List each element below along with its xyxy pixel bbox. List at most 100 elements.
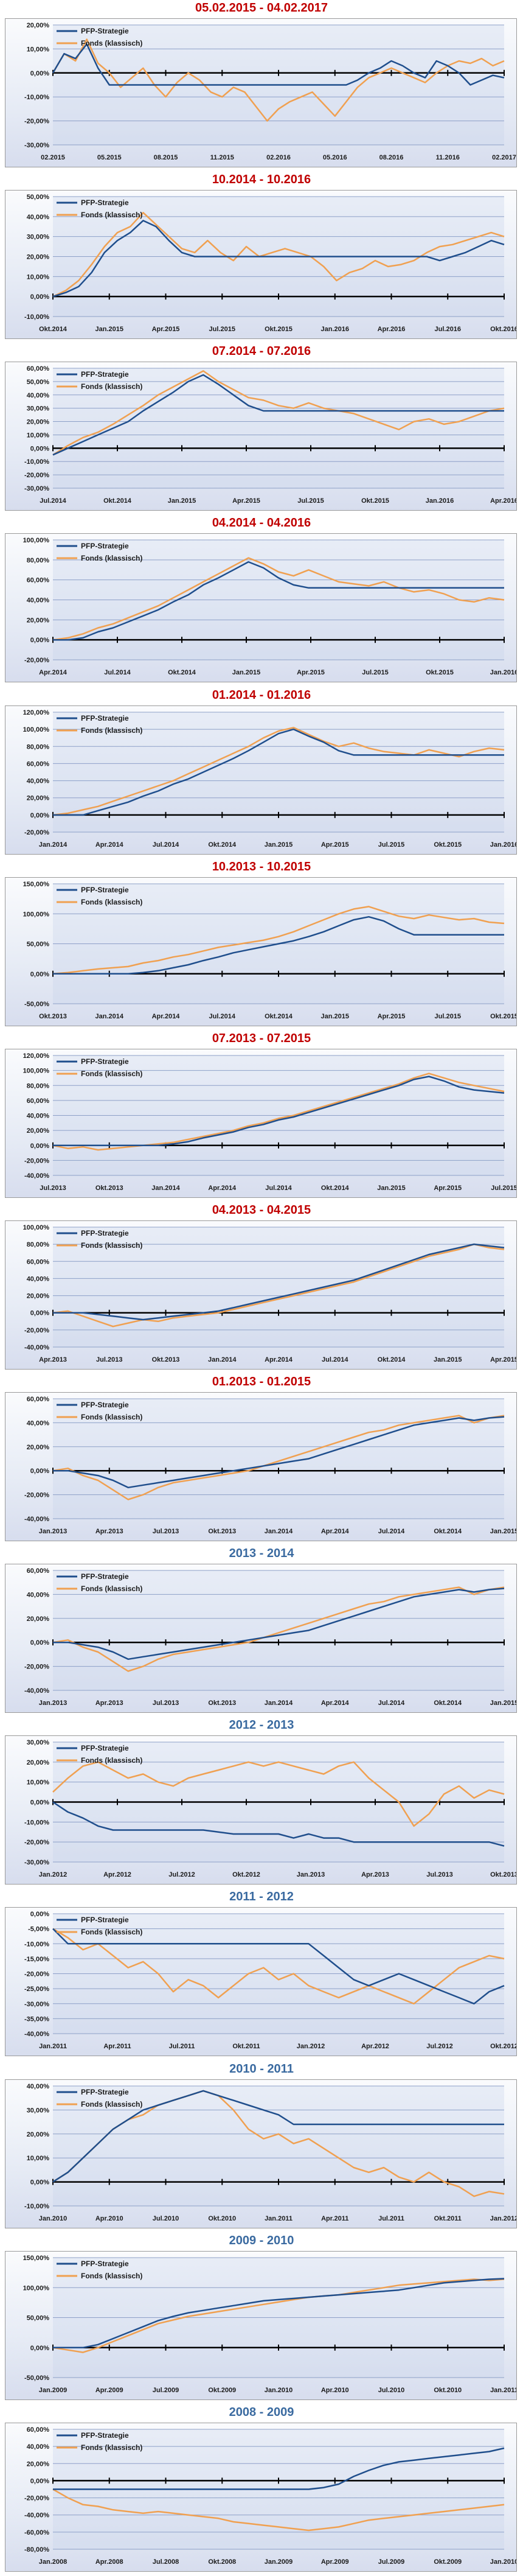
series-line-fonds bbox=[52, 726, 505, 816]
legend: PFP-Strategie Fonds (klassisch) bbox=[57, 1057, 142, 1078]
x-tick-label: Okt.2015 bbox=[434, 841, 462, 849]
chart-title: 2013 - 2014 bbox=[229, 1547, 294, 1561]
y-tick-label: -10,00% bbox=[24, 1941, 49, 1948]
x-tick-label: Jul.2015 bbox=[491, 1185, 516, 1192]
x-tick-label: Jan.2012 bbox=[297, 2043, 325, 2050]
x-tick-label: Jan.2012 bbox=[39, 1871, 67, 1878]
y-tick-label: -40,00% bbox=[24, 2512, 49, 2519]
series-line-pfp bbox=[53, 1587, 505, 1661]
y-tick-label: 100,00% bbox=[23, 1067, 50, 1074]
legend: PFP-Strategie Fonds (klassisch) bbox=[57, 1572, 142, 1593]
legend-label: PFP-Strategie bbox=[81, 2431, 129, 2440]
y-tick-label: 0,00% bbox=[30, 2179, 49, 2186]
x-tick-label: Jul.2014 bbox=[378, 1699, 405, 1707]
x-tick-label: Okt.2014 bbox=[39, 326, 68, 333]
x-tick-label: Okt.2015 bbox=[426, 669, 454, 676]
x-tick-label: Jan.2016 bbox=[490, 841, 516, 849]
series-line-fonds bbox=[52, 1761, 505, 1827]
chart-panel: 01.2013 - 01.2015 60,00% 40,00% 20,00% 0,00%… bbox=[0, 1374, 523, 1545]
x-tick-label: Jan.2014 bbox=[265, 1699, 293, 1707]
y-tick-label: 20,00% bbox=[27, 1444, 50, 1451]
y-tick-label: -30,00% bbox=[24, 485, 49, 492]
y-tick-label: 0,00% bbox=[30, 1911, 49, 1918]
chart-panel: 07.2013 - 07.2015 120,00% 100,00% 80,00% 60,… bbox=[0, 1031, 523, 1202]
x-tick-label: Apr.2010 bbox=[321, 2387, 349, 2394]
y-tick-label: 40,00% bbox=[27, 1592, 50, 1599]
x-tick-label: Jul.2014 bbox=[153, 841, 179, 849]
y-tick-label: 100,00% bbox=[23, 1224, 50, 1231]
series-line-pfp bbox=[52, 374, 504, 456]
y-tick-label: 40,00% bbox=[27, 1419, 50, 1427]
x-tick-label: 08.2016 bbox=[379, 154, 404, 161]
y-tick-label: 10,00% bbox=[27, 46, 50, 53]
y-tick-label: -10,00% bbox=[24, 94, 49, 101]
y-tick-label: 0,00% bbox=[30, 2477, 49, 2485]
y-tick-label: 60,00% bbox=[27, 1258, 50, 1265]
legend-label: Fonds (klassisch) bbox=[81, 2272, 142, 2280]
x-tick-label: Jan.2010 bbox=[490, 2558, 516, 2566]
y-tick-label: -20,00% bbox=[24, 472, 49, 479]
chart-frame: 120,00% 100,00% 80,00% 60,00% 40,00% 20,00% 0,… bbox=[5, 1048, 517, 1198]
chart-panel: 2008 - 2009 60,00% 40,00% 20,00% 0,00% -20,00… bbox=[0, 2404, 523, 2576]
chart-title: 2011 - 2012 bbox=[229, 1890, 294, 1904]
legend-label: PFP-Strategie bbox=[81, 198, 129, 207]
y-tick-label: 10,00% bbox=[27, 432, 50, 439]
x-tick-label: Jul.2014 bbox=[265, 1185, 292, 1192]
x-tick-label: Jul.2016 bbox=[435, 326, 461, 333]
chart-title: 10.2013 - 10.2015 bbox=[212, 859, 311, 873]
x-tick-label: Jul.2013 bbox=[426, 1871, 452, 1878]
x-tick-label: Jul.2013 bbox=[153, 1528, 179, 1535]
legend-label: Fonds (klassisch) bbox=[81, 1928, 142, 1936]
x-tick-label: Jan.2010 bbox=[265, 2387, 293, 2394]
chart-frame: 0,00% -5,00% -10,00% -15,00% -20,00% -25,00% -… bbox=[5, 1907, 517, 2057]
line-chart: 0,00% -5,00% -10,00% -15,00% -20,00% -25,00% -… bbox=[24, 1911, 516, 2050]
x-tick-label: Jan.2016 bbox=[490, 669, 516, 676]
x-tick-label: Jan.2015 bbox=[321, 1013, 349, 1020]
y-tick-label: -10,00% bbox=[24, 2203, 49, 2210]
chart-frame: 30,00% 20,00% 10,00% 0,00% -10,00% -20,00% -30… bbox=[5, 1735, 517, 1885]
x-tick-label: Jan.2015 bbox=[434, 1356, 462, 1363]
chart-panel: 04.2013 - 04.2015 100,00% 80,00% 60,00% 40,0… bbox=[0, 1202, 523, 1374]
series-line-fonds bbox=[52, 1928, 505, 2005]
series-line-pfp bbox=[53, 1076, 505, 1146]
series-line-fonds bbox=[52, 905, 505, 975]
x-tick-label: Apr.2010 bbox=[95, 2215, 123, 2222]
chart-frame: 100,00% 80,00% 60,00% 40,00% 20,00% 0,00% -20,… bbox=[5, 1220, 517, 1370]
x-tick-label: Jul.2009 bbox=[378, 2558, 404, 2566]
chart-frame: 120,00% 100,00% 80,00% 60,00% 40,00% 20,00% 0,… bbox=[5, 705, 517, 855]
x-tick-label: Jan.2012 bbox=[490, 2215, 516, 2222]
x-tick-label: Okt.2013 bbox=[208, 1699, 236, 1707]
series-line-fonds bbox=[52, 370, 505, 456]
x-tick-label: Okt.2014 bbox=[168, 669, 196, 676]
x-tick-label: Okt.2013 bbox=[490, 1871, 516, 1878]
y-tick-label: 20,00% bbox=[27, 2130, 50, 2138]
y-tick-label: 20,00% bbox=[27, 1615, 50, 1623]
line-chart: 60,00% 40,00% 20,00% 0,00% -20,00% -40,00% Jan… bbox=[24, 1567, 516, 1707]
legend: PFP-Strategie Fonds (klassisch) bbox=[57, 1744, 142, 1765]
x-tick-label: Jul.2013 bbox=[96, 1356, 122, 1363]
x-tick-label: Jan.2009 bbox=[39, 2387, 67, 2394]
y-tick-label: 0,00% bbox=[30, 1468, 49, 1475]
legend-label: PFP-Strategie bbox=[81, 886, 129, 894]
y-tick-label: -20,00% bbox=[24, 2494, 49, 2502]
y-tick-label: 0,00% bbox=[30, 637, 49, 645]
y-tick-label: -20,00% bbox=[24, 1492, 49, 1499]
y-tick-label: 20,00% bbox=[27, 1127, 50, 1135]
chart-title: 05.02.2015 - 04.02.2017 bbox=[195, 1, 328, 15]
series-line-pfp bbox=[53, 2277, 505, 2348]
y-tick-label: -40,00% bbox=[24, 1172, 49, 1180]
y-tick-label: -20,00% bbox=[24, 1157, 49, 1164]
x-tick-label: Jan.2011 bbox=[39, 2043, 67, 2050]
x-tick-label: Apr.2014 bbox=[208, 1185, 237, 1192]
legend-label: PFP-Strategie bbox=[81, 1229, 129, 1237]
x-tick-label: Jul.2015 bbox=[209, 326, 235, 333]
y-tick-label: -20,00% bbox=[24, 118, 49, 125]
series-line-pfp bbox=[53, 2447, 505, 2490]
y-tick-label: -5,00% bbox=[28, 1926, 49, 1933]
x-tick-label: Apr.2013 bbox=[95, 1699, 123, 1707]
x-tick-label: Okt.2012 bbox=[490, 2043, 516, 2050]
y-tick-label: -30,00% bbox=[24, 142, 49, 149]
y-tick-label: 40,00% bbox=[27, 777, 50, 785]
x-tick-label: Apr.2015 bbox=[490, 1356, 516, 1363]
legend-label: Fonds (klassisch) bbox=[81, 382, 142, 391]
